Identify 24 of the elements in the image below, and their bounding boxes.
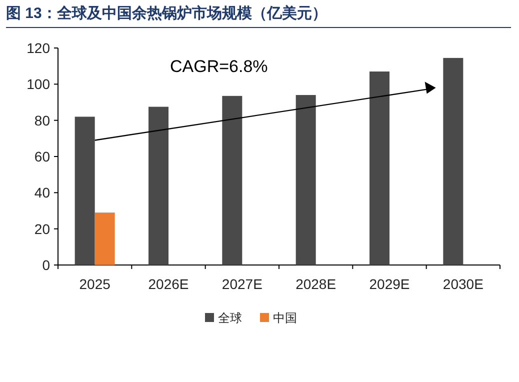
legend-label: 全球 (218, 311, 242, 325)
annotation: CAGR=6.8% (170, 57, 268, 76)
chart-title: 图 13：全球及中国余热锅炉市场规模（亿美元） (6, 4, 511, 28)
y-tick-label: 120 (26, 40, 50, 56)
y-tick-label: 60 (34, 148, 50, 164)
bar (370, 72, 390, 265)
x-tick-label: 2026E (148, 276, 189, 292)
x-tick-label: 2028E (296, 276, 336, 292)
x-tick-label: 2027E (222, 276, 262, 292)
y-tick-label: 100 (26, 76, 50, 92)
y-tick-label: 80 (34, 112, 50, 128)
x-tick-label: 2025 (79, 276, 111, 292)
bar (222, 96, 242, 265)
y-tick-label: 40 (34, 184, 50, 201)
bar (94, 212, 115, 265)
bar (443, 58, 464, 265)
bar (74, 116, 95, 265)
bar (148, 106, 168, 265)
y-tick-label: 20 (34, 220, 50, 237)
bar (296, 95, 316, 265)
x-tick-label: 2029E (369, 276, 410, 292)
legend-label: 中国 (273, 311, 297, 325)
y-tick-label: 0 (42, 257, 50, 273)
x-tick-label: 2030E (442, 276, 484, 292)
